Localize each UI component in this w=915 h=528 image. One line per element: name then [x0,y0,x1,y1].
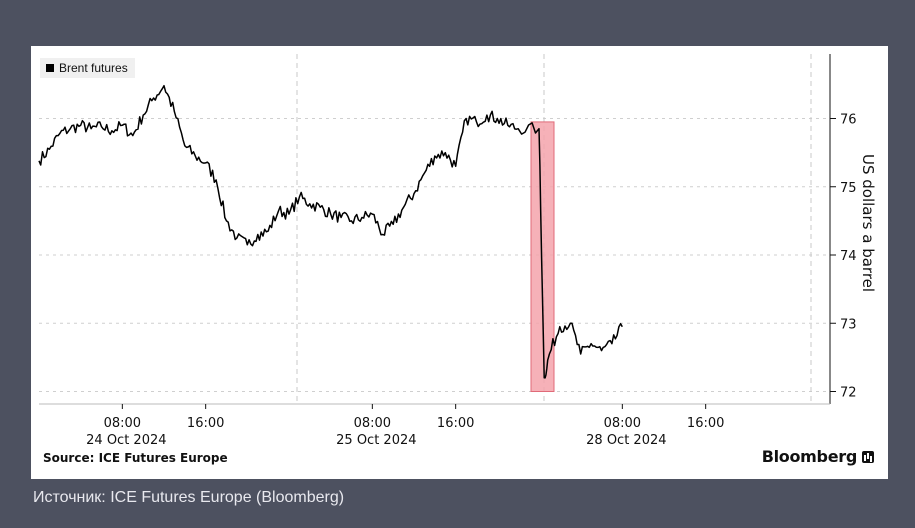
brent-price-chart: 72 73 74 75 76 08:00 24 Oct 2024 16:00 08:00 25 O… [38,54,877,448]
x-tick-date: 24 Oct 2024 [86,433,166,448]
y-axis-title: US dollars a barrel [859,154,877,292]
x-tick-time: 16:00 [687,416,724,431]
chart-source: Source: ICE Futures Europe [43,451,228,465]
chart-card: 72 73 74 75 76 08:00 24 Oct 2024 16:00 08:00 25 O… [31,46,888,479]
brand-name: Bloomberg [761,447,858,466]
y-tick-label: 76 [840,113,857,128]
chart-legend: Brent futures [40,58,135,78]
y-tick-label: 75 [840,181,857,196]
x-tick-time: 08:00 [104,416,141,431]
y-tick-label: 74 [840,249,857,264]
x-tick-time: 16:00 [187,416,224,431]
brent-futures-line [38,84,623,379]
x-tick-time: 16:00 [437,416,474,431]
image-caption: Источник: ICE Futures Europe (Bloomberg) [33,489,345,506]
x-tick-time: 08:00 [604,416,641,431]
legend-swatch [46,64,54,72]
y-tick-label: 73 [840,317,857,332]
y-tick-label: 72 [840,386,857,401]
bloomberg-logo: Bloomberg [762,447,874,466]
x-tick-date: 25 Oct 2024 [336,433,416,448]
x-tick-date: 28 Oct 2024 [586,433,666,448]
legend-label: Brent futures [59,61,128,75]
gap-highlight [530,121,555,392]
bloomberg-terminal-icon [862,450,874,463]
x-tick-time: 08:00 [354,416,391,431]
